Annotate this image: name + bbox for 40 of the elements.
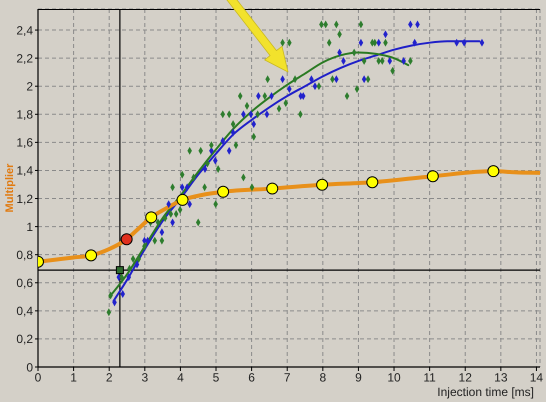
y-tick-label: 2,2 <box>16 51 34 66</box>
y-tick-label: 2,4 <box>16 23 34 38</box>
y-axis-title: Multiplier <box>4 162 16 212</box>
x-tick-label: 3 <box>141 370 148 385</box>
x-tick-label: 13 <box>494 370 508 385</box>
y-tick-label: 0,8 <box>16 248 34 262</box>
x-tick-label: 4 <box>177 370 184 385</box>
x-axis-title: Injection time [ms] <box>437 385 534 399</box>
x-tick-label: 8 <box>319 370 326 385</box>
y-tick-label: 0 <box>26 360 34 374</box>
point <box>316 178 328 191</box>
point <box>116 266 124 274</box>
y-tick-label: 1 <box>26 220 34 234</box>
y-tick-label: 1,6 <box>16 136 34 150</box>
x-tick-label: 1 <box>70 370 78 385</box>
y-tick-label: 2 <box>26 79 34 94</box>
y-tick-label: 1,8 <box>16 108 34 122</box>
x-tick-label: 12 <box>458 370 472 385</box>
x-tick-label: 6 <box>248 370 256 385</box>
point <box>217 186 230 198</box>
y-tick-label: 1,4 <box>16 164 34 178</box>
point <box>120 233 133 246</box>
x-tick-label: 2 <box>106 370 113 385</box>
y-tick-label: 0,4 <box>16 304 34 318</box>
point <box>145 211 158 224</box>
y-tick-label: 0,2 <box>16 332 34 346</box>
point <box>176 194 189 206</box>
point <box>487 165 500 178</box>
x-tick-label: 11 <box>423 370 436 385</box>
point <box>85 249 98 262</box>
point <box>426 170 439 182</box>
y-tick-label: 1,2 <box>16 192 34 206</box>
x-tick-label: 10 <box>387 370 402 385</box>
x-tick-label: 9 <box>355 370 362 385</box>
point <box>266 182 278 195</box>
point <box>366 176 378 188</box>
x-tick-label: 5 <box>212 370 220 385</box>
x-tick-label: 7 <box>284 370 291 385</box>
x-tick-label: 14 <box>530 370 544 385</box>
y-tick-label: 0,6 <box>16 276 34 290</box>
